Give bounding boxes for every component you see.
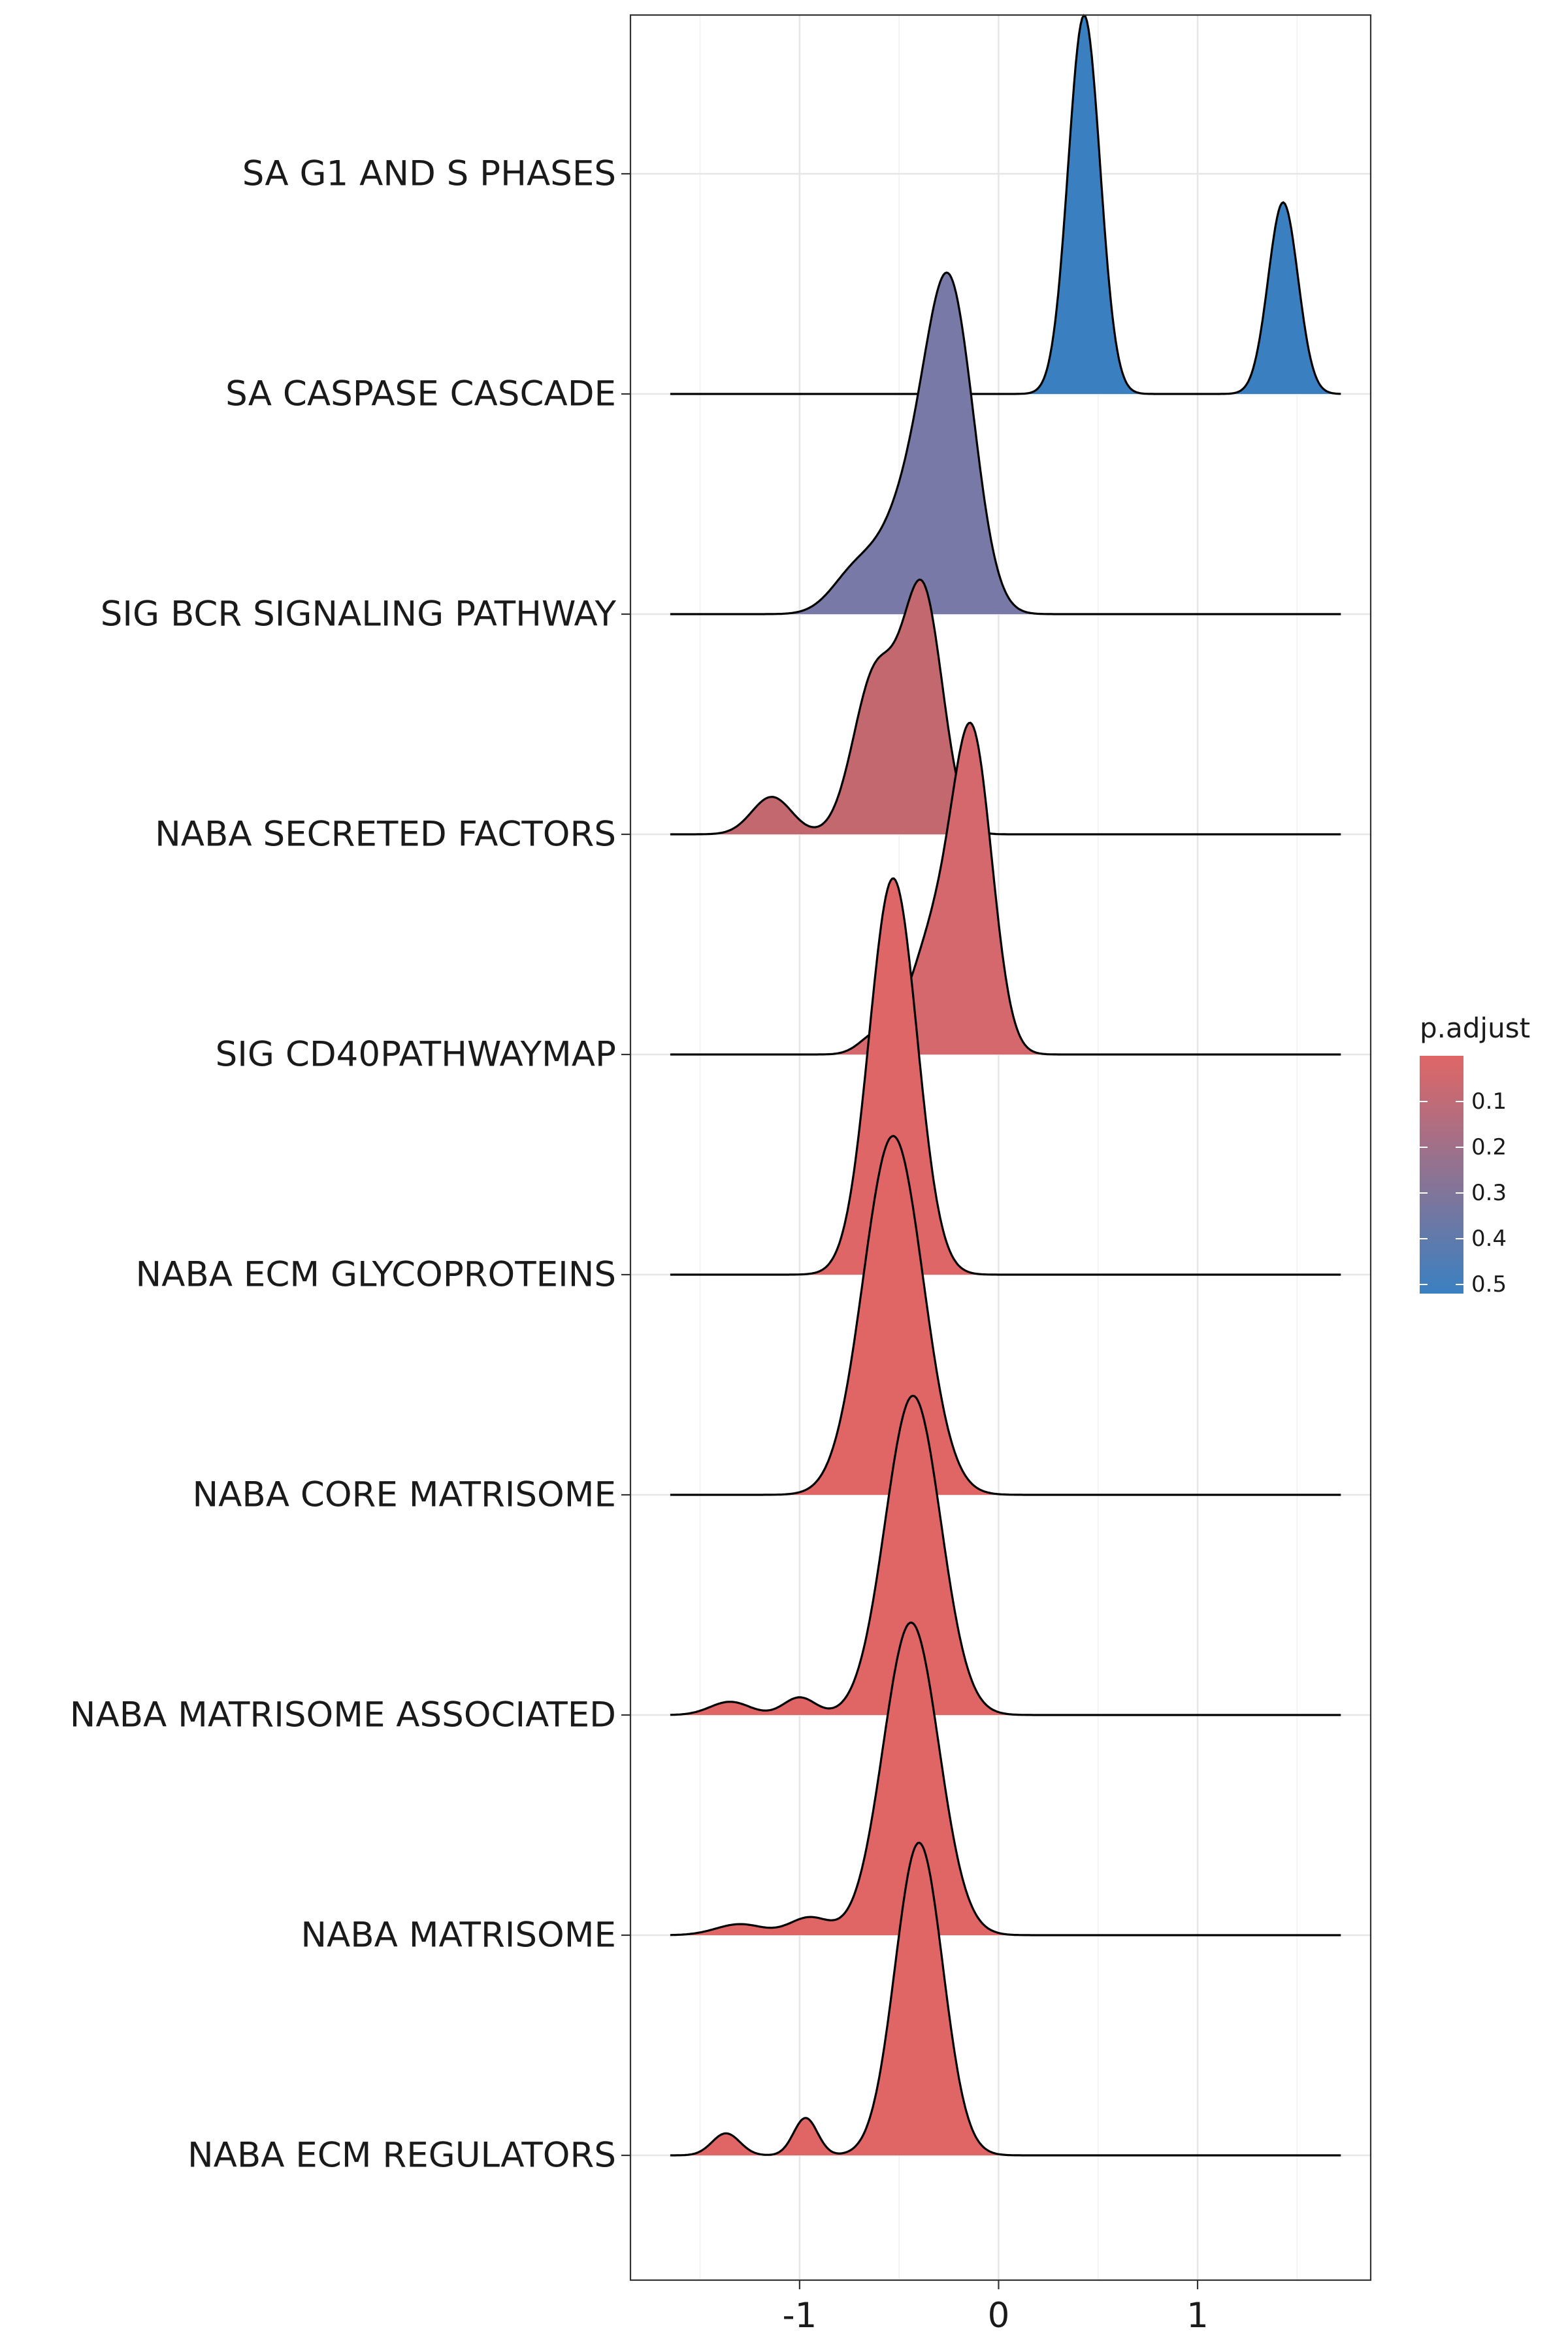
ridge-fill-naba-core-matrisome: [670, 1135, 1341, 1495]
legend-tick-label: 0.5: [1471, 1271, 1507, 1298]
density-ridges: [670, 14, 1341, 2157]
ridge-fill-sig-cd40pathwaymap: [670, 723, 1341, 1054]
ridge-fill-sig-bcr-signaling-pathway: [670, 272, 1341, 614]
y-tick-label: NABA ECM REGULATORS: [188, 2136, 616, 2176]
x-axis: -1 0 1: [782, 2280, 1209, 2336]
x-tick-label: 1: [1186, 2296, 1209, 2336]
ridge-outline-naba-core-matrisome: [670, 1135, 1341, 1496]
y-tick-label: NABA MATRISOME: [301, 1916, 616, 1955]
ridge-outline-naba-matrisome-associated: [670, 1394, 1341, 1716]
y-axis: SA G1 AND S PHASES SA CASPASE CASCADE SIG …: [70, 154, 630, 2176]
ridge-outline-naba-secreted-factors: [670, 578, 1341, 836]
x-tick-label: -1: [782, 2296, 817, 2336]
y-tick-label: SIG BCR SIGNALING PATHWAY: [101, 595, 617, 634]
ridge-fill-naba-matrisome-associated: [670, 1396, 1341, 1715]
y-tick-label: NABA MATRISOME ASSOCIATED: [70, 1695, 616, 1735]
legend-tick-label: 0.2: [1471, 1134, 1507, 1160]
legend: p.adjust 0.1 0.2 0.3 0.4 0.5: [1420, 1012, 1530, 1298]
y-tick-label: SIG CD40PATHWAYMAP: [216, 1035, 616, 1075]
legend-title: p.adjust: [1420, 1012, 1530, 1044]
ridge-outline-sig-bcr-signaling-pathway: [670, 271, 1341, 615]
y-tick-label: NABA SECRETED FACTORS: [155, 815, 616, 855]
legend-colorbar: [1420, 1056, 1463, 1294]
y-tick-label: SA G1 AND S PHASES: [242, 154, 616, 194]
legend-tick-label: 0.1: [1471, 1088, 1507, 1115]
ridge-fill-naba-matrisome: [670, 1622, 1341, 1935]
legend-tick-label: 0.3: [1471, 1180, 1507, 1206]
ridge-outline-naba-ecm-regulators: [670, 1841, 1341, 2157]
ridge-outline-naba-matrisome: [670, 1621, 1341, 1936]
ridge-outline-sa-caspase-cascade: [670, 14, 1341, 395]
y-tick-label: NABA ECM GLYCOPROTEINS: [136, 1255, 616, 1295]
ridge-fill-naba-ecm-regulators: [670, 1842, 1341, 2155]
y-tick-label: NABA CORE MATRISOME: [192, 1475, 616, 1515]
ridge-outline-naba-ecm-glycoproteins: [670, 877, 1341, 1276]
y-tick-label: SA CASPASE CASCADE: [225, 374, 616, 414]
panel-border: [629, 14, 1372, 2281]
ridge-fill-sa-caspase-cascade: [670, 15, 1341, 394]
x-tick-label: 0: [988, 2296, 1010, 2336]
ridge-outline-sig-cd40pathwaymap: [670, 721, 1341, 1056]
legend-tick-label: 0.4: [1471, 1226, 1507, 1252]
ridge-fill-naba-ecm-glycoproteins: [670, 878, 1341, 1275]
